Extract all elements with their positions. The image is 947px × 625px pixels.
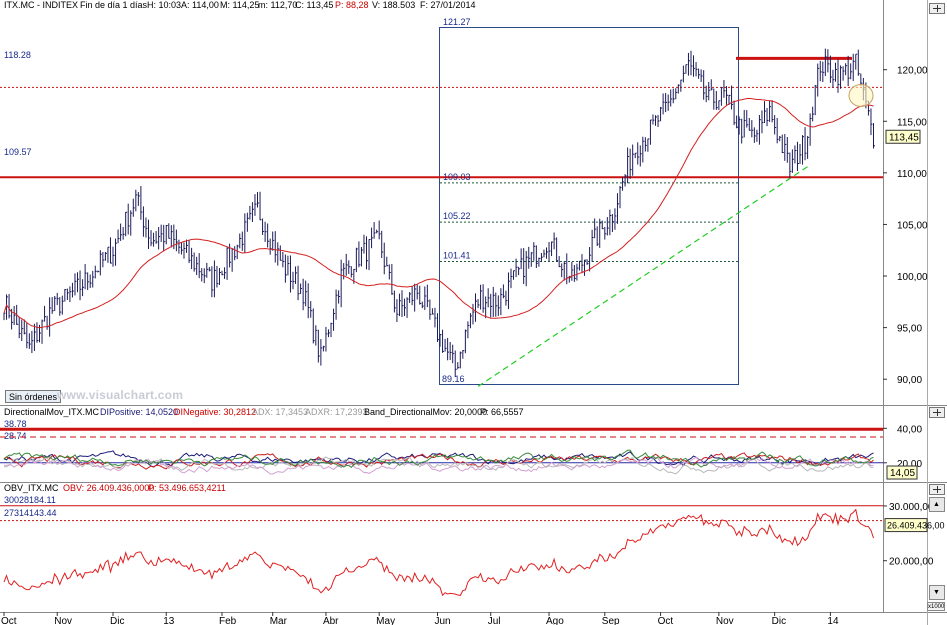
obv-line [3,508,874,597]
x-tick-label: Dic [110,616,124,625]
h-level-label: 118.28 [4,50,31,60]
y-tick-label: 115,00 [897,117,927,128]
header-pct: P: 88,28 [335,0,369,10]
fib-low-label: 89.16 [442,374,465,384]
x-tick-label: 13 [163,616,175,625]
zoom-price-button[interactable] [929,3,945,14]
scroll-up-obv[interactable]: ▲ [929,497,945,512]
x-tick-label: Jun [434,616,450,625]
header-fecha: F: 27/01/2014 [420,0,476,10]
adx-line [3,456,874,475]
last-price-label: 113,45 [889,132,919,143]
sin-ordenes-button[interactable]: Sin órdenes [5,390,62,403]
zoom-adx-button[interactable] [929,407,945,418]
header-maximo: M: 114,25 [220,0,259,10]
adx-adxr: ADXR: 17,2393 [305,407,368,417]
adx-panel: DirectionalMov_ITX.MC DIPositive: 14,052… [4,407,524,441]
x-tick-label: Mar [270,616,288,625]
watermark: www.visualchart.com [57,388,184,402]
price-panel: 121.27 89.16 118.28 109.57 [4,17,739,385]
band-line [3,449,874,468]
obv-last-label: 26.409.436,00 [887,521,945,531]
x-tick-label: Ago [546,616,564,625]
fib-level-label: 105.22 [443,211,471,221]
x-tick-label: Feb [219,616,237,625]
adx-last-label: 14,05 [890,468,915,479]
x-tick-label: Abr [323,616,339,625]
header-hora: H: 10:03 [147,0,181,10]
x-tick-label: Dic [772,616,786,625]
x-tick-label: Jul [488,616,501,625]
x-tick-label: Oct [1,616,17,625]
x-tick-label: May [376,616,395,625]
fib-level-label: 109.03 [443,172,471,182]
y-tick-label: 100,00 [897,272,928,283]
obv-value: OBV: 26.409.436,0000 [63,483,154,493]
adx-level-mid-label: 28.74 [4,431,27,441]
x-tick-label: 14 [827,616,839,625]
last-price-box [885,129,921,144]
obv-tick-label: 30.000,00 [889,502,934,513]
adx-last-box [886,465,918,480]
adxr-line [3,456,874,475]
header-period: Fin de día 1 días [80,0,148,10]
adx-tick-label: 40,00 [897,424,922,435]
adx-adx: ADX: 17,3453 [252,407,308,417]
x-tick-label: Sep [602,616,620,625]
adx-dineg: DINegative: 30,2812 [174,407,256,417]
adx-dipos: DIPositive: 14,0520 [100,407,178,417]
y-tick-label: 95,00 [897,324,922,335]
dinegative-line [3,452,874,470]
obv-tick-label: 20.000,00 [889,557,934,568]
y-tick-label: 105,00 [897,220,928,231]
header-volumen: V: 188.503 [372,0,415,10]
header-minimo: m: 112,70 [258,0,297,10]
y-tick-label: 120,00 [897,66,928,77]
header-symbol: ITX.MC - INDITEX [4,0,78,10]
obv-last-box [884,518,928,533]
zoom-obv-button[interactable] [929,484,945,495]
adx-title: DirectionalMov_ITX.MC [4,407,100,417]
x-tick-label: Nov [716,616,734,625]
adx-level-top-label: 38.78 [4,419,27,429]
sma-line [3,97,874,329]
adx-tick-label: 20,00 [897,459,922,470]
scale-x1000-label: x1000 [927,602,945,611]
header-apertura: A: 114,00 [181,0,219,10]
trend-line [477,166,808,387]
scroll-down-obv[interactable]: ▼ [929,585,945,600]
y-tick-label: 110,00 [897,169,927,180]
adx-band: Band_DirectionalMov: 20,0000 [364,407,487,417]
obv-p: P: 53.496.653,4211 [148,483,226,493]
obv-level-mid-label: 27314143.44 [4,508,57,518]
fib-level-label: 101.41 [443,250,471,260]
fib-high-label: 121.27 [443,17,471,27]
fibonacci-box[interactable] [439,27,739,385]
obv-title: OBV_ITX.MC [4,483,59,493]
obv-panel: OBV_ITX.MC OBV: 26.409.436,0000 P: 53.49… [4,483,226,518]
x-tick-label: Nov [54,616,72,625]
adx-band2: P: 66,5557 [480,407,524,417]
highlight-circle [848,83,874,107]
obv-level-top-label: 30028184.11 [4,495,56,505]
header-cierre: C: 113,45 [295,0,333,10]
resistance-label: 109.57 [4,147,32,157]
x-tick-label: Oct [658,616,674,625]
y-tick-label: 90,00 [897,375,922,386]
